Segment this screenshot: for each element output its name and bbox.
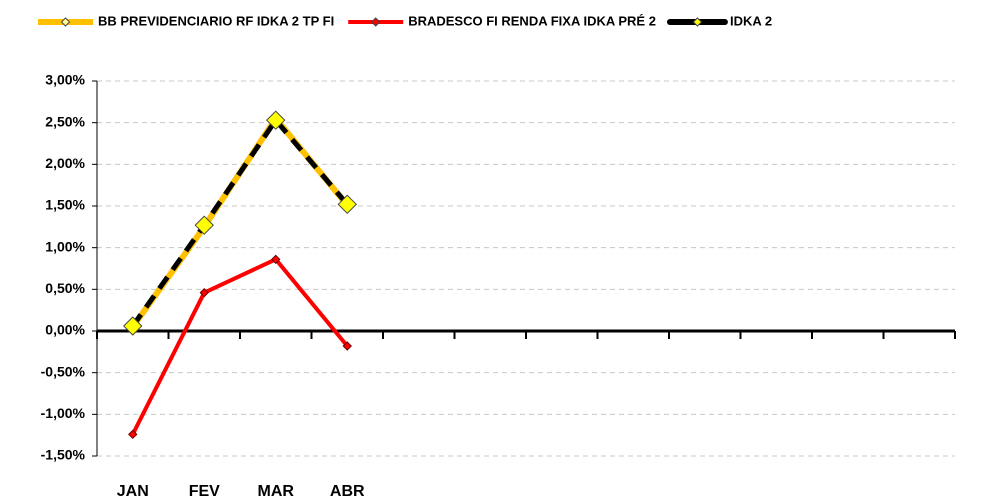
y-tick-label: 1,50% xyxy=(45,197,85,213)
x-tick-label: ABR xyxy=(330,483,365,500)
x-tick-label: FEV xyxy=(189,483,220,500)
series-line xyxy=(130,117,350,328)
y-tick-label: 0,00% xyxy=(45,322,85,338)
legend-item: IDKA 2 xyxy=(666,13,772,28)
series-line xyxy=(130,257,349,436)
series-marker xyxy=(266,110,286,130)
y-tick-label: -0,50% xyxy=(41,363,86,379)
x-tick-label: JAN xyxy=(117,483,149,500)
y-tick-label: 1,00% xyxy=(45,238,85,254)
legend-item: BB PREVIDENCIARIO RF IDKA 2 TP FI xyxy=(38,13,334,28)
y-tick-label: -1,50% xyxy=(41,447,86,463)
y-tick-label: 2,50% xyxy=(45,113,85,129)
y-tick-label: 2,00% xyxy=(45,155,85,171)
legend-label: IDKA 2 xyxy=(730,13,772,28)
series-marker xyxy=(128,429,138,440)
y-tick-label: 3,00% xyxy=(45,72,85,88)
legend-marker xyxy=(60,17,71,27)
series-marker xyxy=(337,194,357,215)
series-marker xyxy=(271,254,281,265)
x-tick-label: MAR xyxy=(258,483,295,500)
legend-item: BRADESCO FI RENDA FIXA IDKA PRÉ 2 xyxy=(348,13,656,28)
legend-marker xyxy=(370,17,381,27)
series-marker xyxy=(194,215,214,235)
y-tick-label: 0,50% xyxy=(45,280,85,296)
legend-marker xyxy=(692,17,703,27)
legend-label: BB PREVIDENCIARIO RF IDKA 2 TP FI xyxy=(98,13,334,28)
series-line xyxy=(130,115,350,329)
series-marker xyxy=(342,341,352,351)
legend-label: BRADESCO FI RENDA FIXA IDKA PRÉ 2 xyxy=(408,13,656,28)
series-marker xyxy=(123,316,143,336)
y-tick-label: -1,00% xyxy=(41,405,86,421)
series-marker xyxy=(199,287,209,298)
